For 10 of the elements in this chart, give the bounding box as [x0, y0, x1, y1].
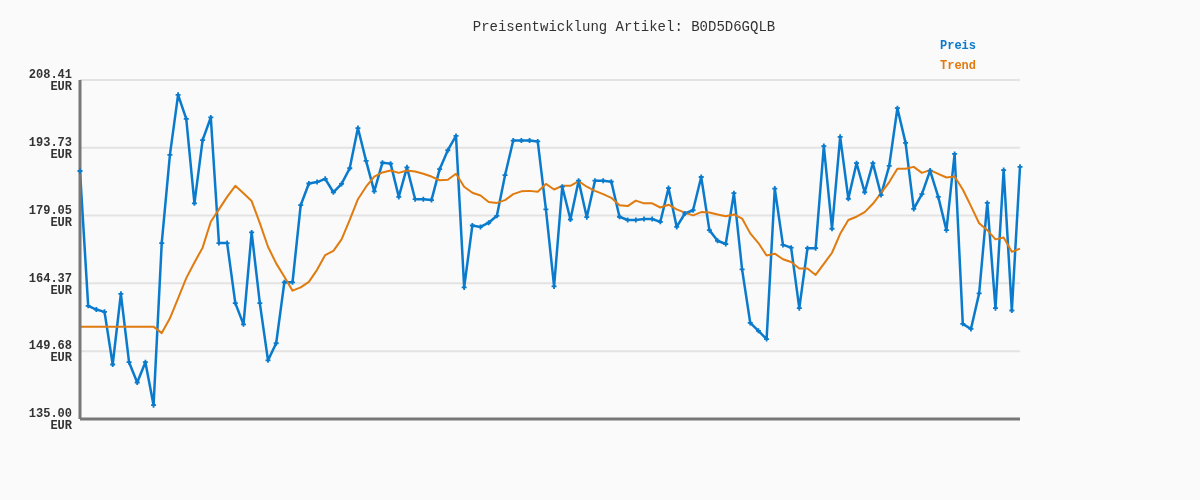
text: Trend	[940, 58, 977, 75]
line-series	[79, 165, 1021, 335]
y-tick-label: 179.05 EUR	[28, 203, 73, 230]
y-tick-label: 135.00 EUR	[28, 407, 73, 434]
y-tick-label: 193.73 EUR	[28, 136, 73, 163]
text: Preis	[940, 38, 977, 55]
chart-title: Preisentwicklung Artikel: B0D5D6GQLB	[471, 19, 777, 35]
y-tick-label: 164.37 EUR	[28, 271, 73, 298]
y-tick-label: 149.68 EUR	[28, 339, 73, 366]
y-tick-label: 208.41 EUR	[28, 68, 73, 95]
